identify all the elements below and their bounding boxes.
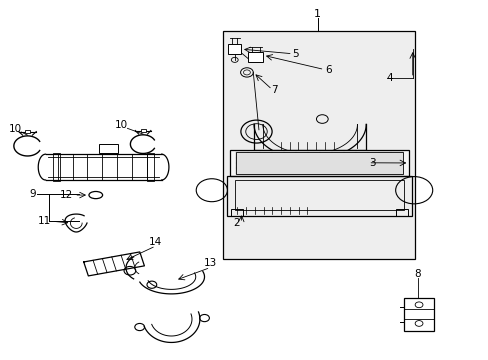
Text: 3: 3 bbox=[368, 158, 375, 168]
Bar bbox=[24, 130, 30, 133]
Bar bbox=[235, 152, 403, 174]
Bar bbox=[99, 144, 118, 153]
Text: 9: 9 bbox=[29, 189, 36, 199]
Bar bbox=[231, 209, 243, 216]
Bar bbox=[222, 31, 414, 259]
Bar bbox=[395, 209, 407, 216]
Text: 5: 5 bbox=[291, 49, 298, 59]
Text: 14: 14 bbox=[149, 237, 162, 247]
Bar bbox=[229, 149, 408, 176]
Text: 1: 1 bbox=[313, 9, 321, 19]
Text: 6: 6 bbox=[325, 64, 331, 75]
Text: 7: 7 bbox=[271, 85, 278, 95]
Text: 11: 11 bbox=[38, 216, 51, 226]
Bar bbox=[234, 180, 404, 211]
Bar bbox=[147, 153, 154, 181]
Text: 13: 13 bbox=[203, 258, 217, 268]
Text: 4: 4 bbox=[386, 73, 392, 83]
Text: 12: 12 bbox=[60, 190, 73, 200]
Bar bbox=[141, 129, 145, 132]
Bar bbox=[53, 153, 60, 181]
Bar bbox=[227, 176, 411, 216]
Bar bbox=[228, 44, 241, 54]
Text: 10: 10 bbox=[115, 121, 128, 130]
Text: 2: 2 bbox=[232, 218, 239, 228]
Bar bbox=[248, 51, 263, 62]
Text: 8: 8 bbox=[413, 269, 420, 279]
Text: 10: 10 bbox=[9, 124, 22, 134]
Bar bbox=[404, 298, 433, 330]
